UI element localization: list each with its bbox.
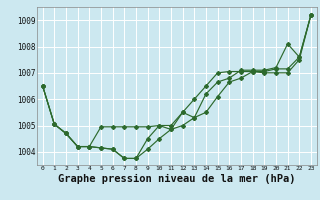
X-axis label: Graphe pression niveau de la mer (hPa): Graphe pression niveau de la mer (hPa) (58, 174, 296, 184)
